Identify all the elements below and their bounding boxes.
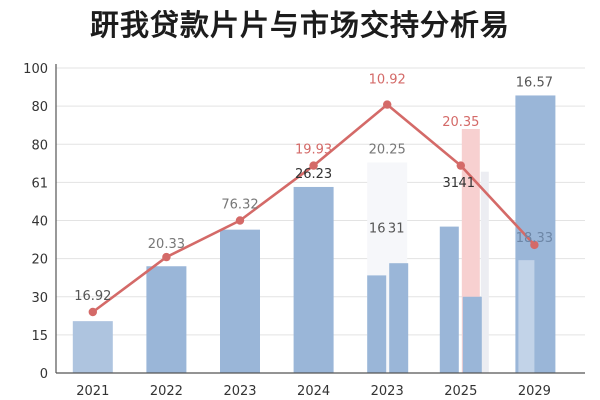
y-tick-label: 40 bbox=[31, 215, 48, 230]
data-label: 20.25 bbox=[369, 142, 406, 157]
x-tick-label: 2023 bbox=[223, 384, 256, 399]
data-label: 16 bbox=[369, 222, 386, 237]
bar bbox=[462, 296, 482, 373]
data-label: 31 bbox=[388, 222, 405, 237]
data-label: 18.33 bbox=[516, 231, 553, 246]
bar-layer bbox=[72, 95, 556, 373]
y-tick-label: 80 bbox=[31, 100, 48, 115]
data-label: 20.35 bbox=[442, 115, 479, 130]
bar bbox=[293, 186, 334, 373]
x-tick-label: 2029 bbox=[518, 384, 551, 399]
line-point bbox=[383, 100, 392, 109]
y-tick-label: 100 bbox=[23, 62, 48, 77]
line-point bbox=[309, 161, 318, 170]
x-tick-label: 2022 bbox=[150, 384, 183, 399]
bar bbox=[389, 263, 409, 373]
bar bbox=[72, 321, 113, 373]
y-tick-label: 0 bbox=[40, 367, 48, 382]
line-point bbox=[162, 252, 171, 262]
bar bbox=[439, 226, 459, 373]
data-label: 10.92 bbox=[369, 72, 406, 87]
line-point bbox=[456, 161, 465, 170]
data-label: 41 bbox=[459, 176, 476, 191]
bar bbox=[367, 275, 387, 373]
bar bbox=[480, 171, 489, 373]
y-tick-label: 80 bbox=[31, 138, 48, 153]
line-point bbox=[530, 240, 539, 250]
data-label: 76.32 bbox=[221, 197, 258, 212]
data-label: 16.92 bbox=[74, 289, 111, 304]
y-tick-label: 20 bbox=[31, 253, 48, 268]
data-label: 20.33 bbox=[148, 237, 185, 252]
bar bbox=[518, 260, 535, 373]
bar bbox=[220, 229, 260, 373]
bar bbox=[146, 266, 187, 373]
y-tick-label: 15 bbox=[31, 329, 48, 344]
x-tick-label: 2024 bbox=[297, 384, 330, 399]
y-tick-label: 61 bbox=[31, 176, 48, 191]
data-label: 31 bbox=[443, 176, 460, 191]
line-layer bbox=[88, 100, 539, 317]
x-tick-label: 2023 bbox=[371, 384, 404, 399]
y-tick-label: 30 bbox=[31, 291, 48, 306]
axis-layer: 100 80 80 61 40 20 30 15 0 2021 2022 2023 2024 2023 20… bbox=[23, 62, 585, 399]
x-tick-label: 2025 bbox=[444, 384, 477, 399]
x-tick-label: 2021 bbox=[76, 384, 109, 399]
data-label: 16.57 bbox=[516, 75, 553, 90]
line-point bbox=[235, 216, 245, 225]
data-label: 19.93 bbox=[295, 142, 332, 157]
data-label: 26.23 bbox=[295, 167, 332, 182]
line-point bbox=[88, 307, 98, 317]
chart-title: 趼我贷款片片与市场交持分析易 bbox=[89, 8, 510, 42]
